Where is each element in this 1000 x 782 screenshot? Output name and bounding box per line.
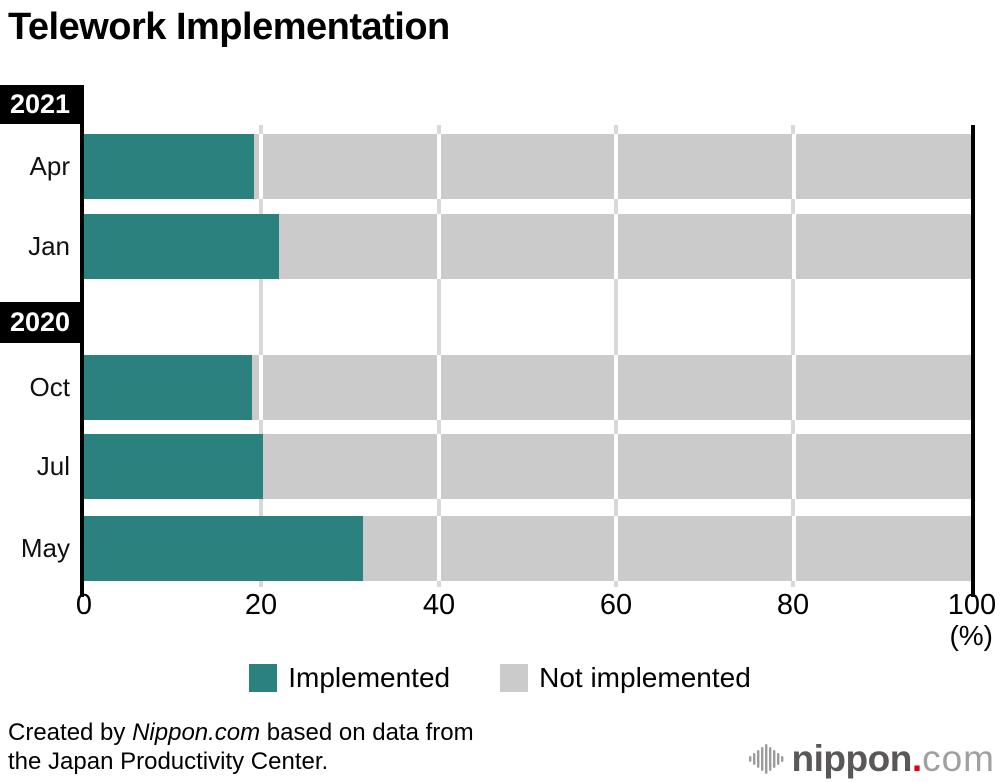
bar-grid-separator: [436, 355, 441, 420]
bar-grid-separator: [791, 134, 796, 199]
implemented-bar-jul-2020: [84, 434, 264, 499]
month-label-apr: Apr: [29, 151, 70, 181]
bar-grid-separator: [259, 134, 264, 199]
footer-source-name: Nippon.com: [132, 719, 261, 746]
bar-grid-separator: [436, 214, 441, 279]
legend-swatch-implemented: [249, 664, 278, 692]
implemented-bar-oct-2020: [84, 355, 252, 420]
month-label-oct: Oct: [29, 372, 70, 402]
bar-grid-separator: [614, 355, 619, 420]
legend-item-not-implemented: Not implemented: [500, 662, 751, 694]
month-label-jul: Jul: [36, 451, 70, 481]
bar-row-apr-2021: [84, 134, 971, 199]
footer-credit-line2: the Japan Productivity Center.: [8, 748, 329, 775]
x-tick-60: 60: [599, 589, 633, 621]
month-label-may: May: [20, 533, 70, 563]
bar-grid-separator: [791, 214, 796, 279]
x-tick-100: 100: [947, 589, 997, 621]
logo-text-com: com: [922, 738, 995, 779]
bar-row-jan-2021: [84, 214, 971, 279]
legend-item-implemented: Implemented: [249, 662, 450, 694]
chart-title: Telework Implementation: [8, 6, 450, 48]
month-label-jan: Jan: [28, 231, 70, 261]
bar-row-jul-2020: [84, 434, 971, 499]
bar-row-oct-2020: [84, 355, 971, 420]
bar-grid-separator: [791, 355, 796, 420]
nippon-logo: nippon. com: [746, 738, 995, 780]
year-badge-2021: 2021: [0, 85, 84, 124]
legend-swatch-not-implemented: [500, 664, 529, 692]
footer-credit-line1: Created by Nippon.com based on data from: [8, 719, 474, 746]
bar-grid-separator: [436, 516, 441, 581]
bar-grid-separator: [614, 516, 619, 581]
bar-grid-separator: [614, 134, 619, 199]
axis-line-100: [971, 125, 975, 597]
implemented-bar-may-2020: [84, 516, 364, 581]
logo-dot: .: [911, 738, 923, 779]
percent-unit-label: (%): [949, 620, 993, 651]
implemented-bar-apr-2021: [84, 134, 255, 199]
bar-grid-separator: [791, 434, 796, 499]
footer-credit: Created by Nippon.com based on data from…: [8, 718, 474, 776]
bar-grid-separator: [791, 516, 796, 581]
implemented-bar-jan-2021: [84, 214, 280, 279]
soundwave-icon: [748, 744, 783, 774]
bar-grid-separator: [259, 355, 264, 420]
logo-text-nippon: nippon: [791, 738, 913, 779]
x-tick-0: 0: [75, 589, 93, 621]
bar-grid-separator: [614, 434, 619, 499]
year-badge-2020: 2020: [0, 302, 84, 343]
bar-grid-separator: [436, 134, 441, 199]
bar-row-may-2020: [84, 516, 971, 581]
x-tick-40: 40: [422, 589, 456, 621]
legend-label-implemented: Implemented: [288, 662, 451, 693]
bar-grid-separator: [614, 214, 619, 279]
x-tick-80: 80: [776, 589, 810, 621]
bar-grid-separator: [436, 434, 441, 499]
legend: Implemented Not implemented: [0, 662, 1000, 694]
legend-label-not-implemented: Not implemented: [539, 662, 751, 693]
x-tick-20: 20: [244, 589, 278, 621]
